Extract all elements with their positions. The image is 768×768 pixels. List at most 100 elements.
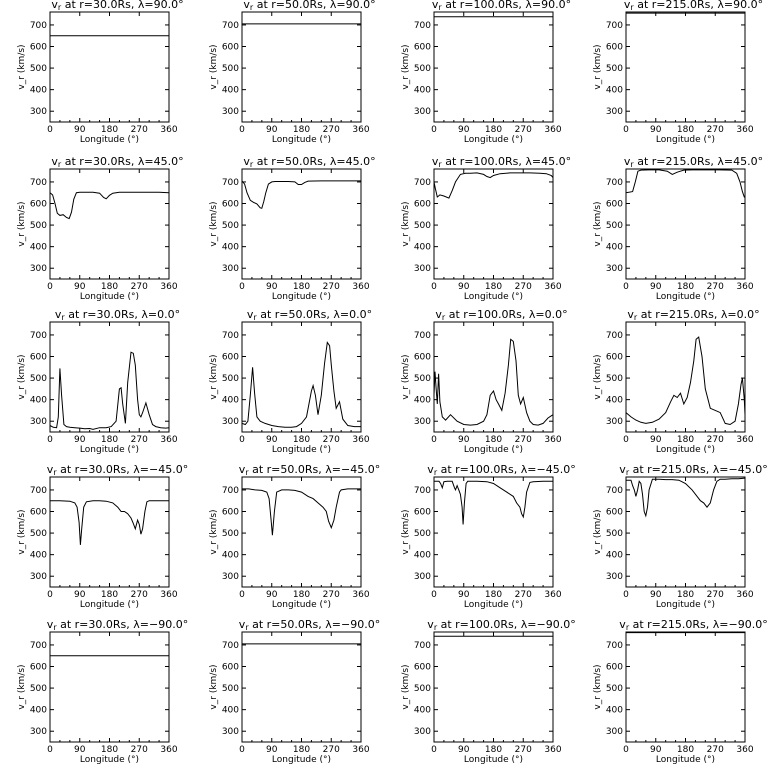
chart-panel-14: vr at r=50.0Rs, λ=−45.0° 0 90 180 270 360 300 4… — [209, 463, 380, 610]
chart-panel-4: vr at r=215.0Rs, λ=90.0° 0 90 180 270 360 300 4… — [593, 0, 763, 145]
x-tick-label: 360 — [352, 590, 369, 600]
x-tick-label: 90 — [266, 125, 278, 135]
series-line-1 — [49, 191, 170, 220]
x-tick-label: 270 — [707, 590, 724, 600]
panel-title: vr at r=100.0Rs, λ=45.0° — [432, 155, 571, 169]
x-tick-label: 360 — [160, 745, 177, 755]
y-tick-label: 500 — [30, 529, 47, 539]
panel-title-sub: r — [438, 160, 442, 169]
y-axis-label: v_r (km/s) — [593, 509, 603, 554]
panel-title-main: v — [247, 308, 254, 321]
panel-title-rest: at r=50.0Rs, λ=90.0° — [253, 0, 375, 11]
y-tick-label: 400 — [606, 551, 623, 561]
x-tick-label: 180 — [101, 435, 118, 445]
panel-title-rest: at r=100.0Rs, λ=90.0° — [442, 0, 571, 11]
chart-panel-19: vr at r=100.0Rs, λ=−90.0° 0 90 180 270 360 300… — [401, 618, 576, 765]
x-tick-label: 360 — [736, 590, 753, 600]
y-tick-label: 700 — [30, 486, 47, 496]
y-tick-label: 500 — [30, 64, 47, 74]
x-axis-label: Longitude (°) — [80, 135, 139, 145]
x-axis-label: Longitude (°) — [272, 445, 331, 455]
panel-title: vr at r=50.0Rs, λ=0.0° — [247, 308, 372, 322]
panel-title-main: v — [427, 463, 434, 476]
y-tick-label: 600 — [222, 43, 239, 53]
y-tick-label: 400 — [30, 86, 47, 96]
x-axis-label: Longitude (°) — [272, 755, 331, 765]
y-axis-label: v_r (km/s) — [209, 664, 219, 709]
x-axis-label: Longitude (°) — [656, 755, 715, 765]
x-tick-label: 180 — [101, 590, 118, 600]
y-tick-label: 500 — [222, 684, 239, 694]
x-tick-label: 0 — [623, 282, 629, 292]
x-tick-label: 360 — [352, 125, 369, 135]
y-tick-label: 500 — [222, 374, 239, 384]
panel-title: vr at r=215.0Rs, λ=−45.0° — [619, 463, 767, 477]
y-tick-label: 300 — [606, 727, 623, 737]
y-tick-label: 400 — [606, 396, 623, 406]
x-tick-label: 180 — [677, 590, 694, 600]
y-tick-label: 400 — [414, 243, 431, 253]
y-tick-label: 700 — [606, 486, 623, 496]
panel-title: vr at r=50.0Rs, λ=−90.0° — [239, 618, 380, 632]
panel-title-rest: at r=50.0Rs, λ=45.0° — [253, 155, 375, 168]
chart-panel-13: vr at r=30.0Rs, λ=−45.0° 0 90 180 270 360 300 4… — [17, 463, 188, 610]
panel-title: vr at r=215.0Rs, λ=0.0° — [627, 308, 759, 322]
panel-title-sub: r — [634, 313, 638, 322]
x-tick-label: 360 — [736, 435, 753, 445]
y-tick-label: 600 — [414, 200, 431, 210]
y-tick-label: 300 — [414, 417, 431, 427]
y-tick-label: 600 — [606, 663, 623, 673]
panel-title-sub: r — [245, 623, 249, 632]
y-tick-label: 700 — [414, 178, 431, 188]
x-tick-label: 90 — [74, 435, 86, 445]
chart-panel-17: vr at r=30.0Rs, λ=−90.0° 0 90 180 270 360 300 4… — [17, 618, 188, 765]
x-tick-label: 0 — [623, 125, 629, 135]
panel-title-sub: r — [434, 468, 438, 477]
y-tick-label: 500 — [414, 684, 431, 694]
x-tick-label: 360 — [736, 125, 753, 135]
x-tick-label: 360 — [160, 125, 177, 135]
y-tick-label: 300 — [414, 727, 431, 737]
panel-title-main: v — [627, 308, 634, 321]
series-line-1 — [433, 172, 554, 199]
y-tick-label: 600 — [414, 663, 431, 673]
y-tick-label: 700 — [30, 331, 47, 341]
y-axis-label: v_r (km/s) — [593, 354, 603, 399]
panel-title-rest: at r=30.0Rs, λ=0.0° — [65, 308, 180, 321]
x-tick-label: 180 — [677, 745, 694, 755]
panel-title-rest: at r=100.0Rs, λ=−90.0° — [437, 618, 576, 631]
x-tick-label: 270 — [323, 745, 340, 755]
x-tick-label: 90 — [74, 282, 86, 292]
y-tick-label: 300 — [606, 264, 623, 274]
panel-title-rest: at r=30.0Rs, λ=−90.0° — [57, 618, 189, 631]
y-tick-label: 400 — [414, 551, 431, 561]
x-tick-label: 360 — [160, 282, 177, 292]
x-axis-label: Longitude (°) — [464, 755, 523, 765]
chart-panel-1: vr at r=30.0Rs, λ=90.0° 0 90 180 270 360 300 40… — [17, 0, 184, 145]
panel-title-main: v — [624, 155, 631, 168]
plot-frame — [241, 321, 362, 433]
y-axis-label: v_r (km/s) — [593, 664, 603, 709]
y-tick-label: 700 — [222, 331, 239, 341]
x-tick-label: 360 — [160, 590, 177, 600]
y-tick-label: 300 — [30, 107, 47, 117]
x-tick-label: 180 — [485, 282, 502, 292]
plot-frame — [625, 11, 746, 123]
panel-title-main: v — [432, 155, 439, 168]
y-tick-label: 300 — [222, 572, 239, 582]
y-tick-label: 600 — [414, 353, 431, 363]
panel-title-rest: at r=100.0Rs, λ=−45.0° — [437, 463, 576, 476]
x-tick-label: 270 — [131, 282, 148, 292]
y-tick-label: 600 — [414, 508, 431, 518]
x-tick-label: 90 — [74, 745, 86, 755]
y-tick-label: 400 — [30, 551, 47, 561]
panel-title: vr at r=30.0Rs, λ=−45.0° — [47, 463, 188, 477]
y-tick-label: 400 — [414, 706, 431, 716]
x-tick-label: 360 — [544, 435, 561, 445]
panel-title-rest: at r=215.0Rs, λ=0.0° — [637, 308, 759, 321]
y-tick-label: 400 — [606, 86, 623, 96]
x-tick-label: 0 — [623, 435, 629, 445]
x-tick-label: 0 — [431, 435, 437, 445]
x-tick-label: 0 — [47, 125, 53, 135]
chart-panel-11: vr at r=100.0Rs, λ=0.0° 0 90 180 270 360 300 40… — [401, 308, 568, 455]
